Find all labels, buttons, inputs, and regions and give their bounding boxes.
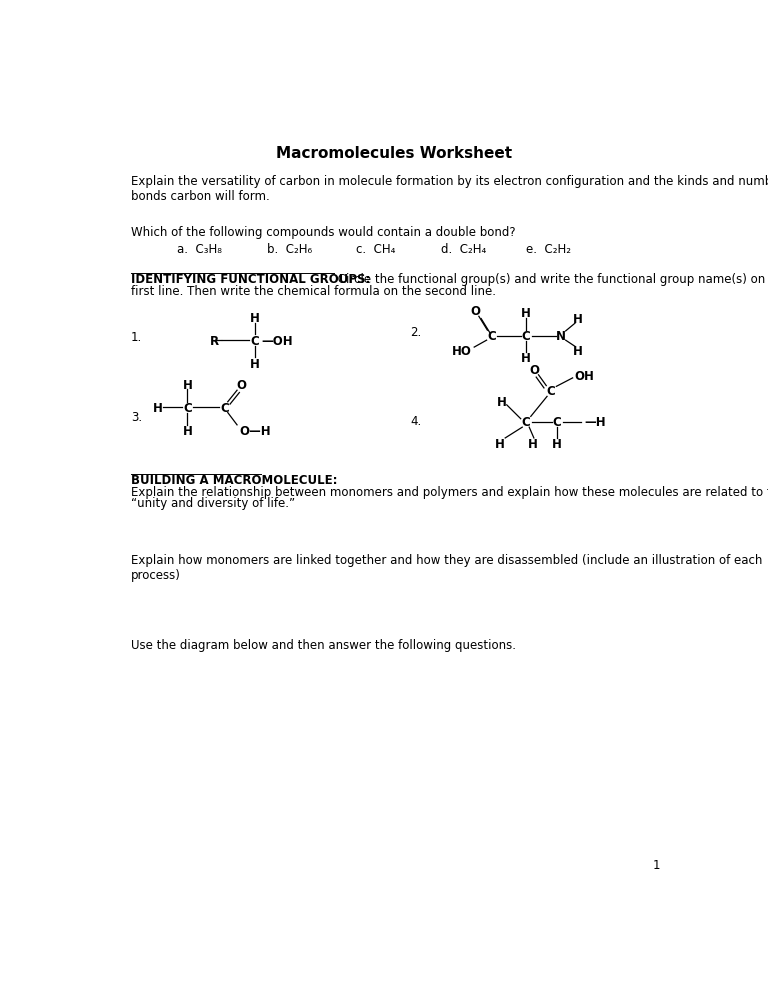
Text: 3.: 3. [131, 411, 142, 423]
Text: C: C [521, 415, 531, 428]
Text: O: O [529, 364, 539, 377]
Text: O: O [471, 305, 481, 318]
Text: H: H [521, 351, 531, 364]
Text: H: H [250, 311, 260, 324]
Text: c.  CH₄: c. CH₄ [356, 243, 395, 255]
Text: C: C [521, 330, 531, 343]
Text: H: H [573, 313, 583, 326]
Text: C: C [220, 402, 229, 414]
Text: 4.: 4. [410, 414, 421, 427]
Text: BUILDING A MACROMOLECULE:: BUILDING A MACROMOLECULE: [131, 473, 337, 486]
Text: H: H [183, 424, 193, 437]
Text: H: H [495, 437, 505, 450]
Text: HO: HO [452, 345, 472, 358]
Text: OH: OH [574, 370, 594, 383]
Text: N: N [556, 330, 566, 343]
Text: 1.: 1. [131, 330, 142, 344]
Text: Explain the versatility of carbon in molecule formation by its electron configur: Explain the versatility of carbon in mol… [131, 175, 768, 203]
Text: O: O [237, 378, 247, 392]
Text: Macromolecules Worksheet: Macromolecules Worksheet [276, 146, 511, 161]
Text: H: H [521, 306, 531, 320]
Text: C: C [250, 334, 260, 347]
Text: H: H [250, 358, 260, 371]
Text: b.  C₂H₆: b. C₂H₆ [266, 243, 312, 255]
Text: H: H [528, 437, 538, 450]
Text: —H: —H [584, 415, 606, 428]
Text: O—H: O—H [240, 424, 271, 437]
Text: H: H [496, 396, 506, 409]
Text: H: H [552, 437, 562, 450]
Text: H: H [153, 402, 163, 414]
Text: 2.: 2. [410, 326, 421, 339]
Text: Use the diagram below and then answer the following questions.: Use the diagram below and then answer th… [131, 638, 516, 651]
Text: Explain the relationship between monomers and polymers and explain how these mol: Explain the relationship between monomer… [131, 485, 768, 498]
Text: first line. Then write the chemical formula on the second line.: first line. Then write the chemical form… [131, 285, 496, 298]
Text: Explain how monomers are linked together and how they are disassembled (include : Explain how monomers are linked together… [131, 554, 763, 581]
Text: Circle the functional group(s) and write the functional group name(s) on the: Circle the functional group(s) and write… [334, 273, 768, 286]
Text: Which of the following compounds would contain a double bond?: Which of the following compounds would c… [131, 226, 515, 239]
Text: C: C [547, 385, 555, 398]
Text: C: C [183, 402, 192, 414]
Text: “unity and diversity of life.”: “unity and diversity of life.” [131, 497, 295, 510]
Text: R: R [210, 334, 219, 347]
Text: e.  C₂H₂: e. C₂H₂ [526, 243, 571, 255]
Text: a.  C₃H₈: a. C₃H₈ [177, 243, 222, 255]
Text: C: C [553, 415, 561, 428]
Text: IDENTIFYING FUNCTIONAL GROUPS:: IDENTIFYING FUNCTIONAL GROUPS: [131, 273, 370, 286]
Text: 1: 1 [653, 859, 660, 872]
Text: H: H [573, 345, 583, 358]
Text: —OH: —OH [261, 334, 293, 347]
Text: C: C [487, 330, 495, 343]
Text: d.  C₂H₄: d. C₂H₄ [441, 243, 486, 255]
Text: H: H [183, 378, 193, 392]
